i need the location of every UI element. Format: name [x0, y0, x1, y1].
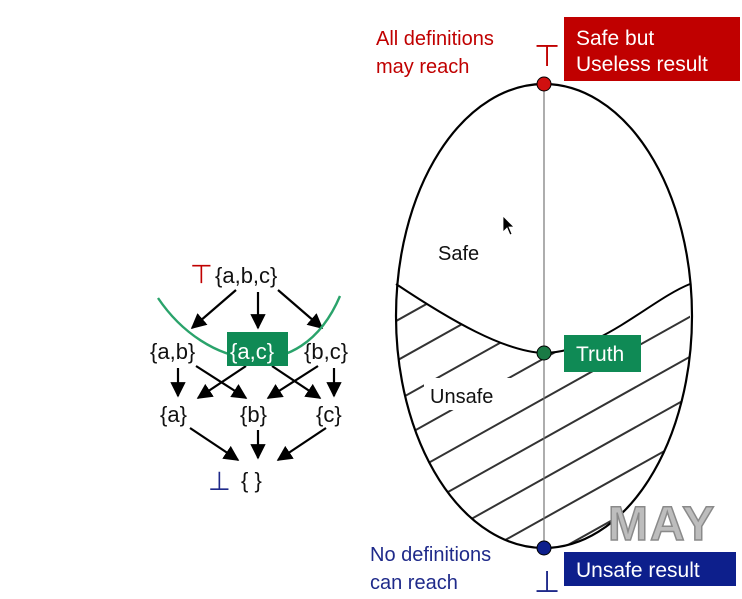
bottom-point: [536, 540, 552, 556]
top-label-line2: may reach: [376, 56, 469, 78]
truth-curve: [395, 283, 691, 355]
mouse-cursor-icon: [502, 215, 515, 236]
lattice-bottom-symbol: ⊥: [208, 466, 231, 496]
node-bc: {b,c}: [304, 339, 348, 364]
edge-c-empty: [276, 427, 327, 461]
edge-abc-ab: [190, 289, 237, 330]
egg-top-symbol: ⊤: [534, 40, 560, 73]
truth-label: Truth: [576, 343, 624, 366]
lattice-top-symbol: ⊤: [190, 259, 213, 289]
unsafe-result-box: [564, 552, 736, 586]
bottom-box-label: Unsafe result: [576, 559, 700, 582]
highlighted-node-box: [227, 332, 288, 366]
truth-box: [564, 335, 641, 372]
edge-ac-a: [196, 365, 247, 399]
unsafe-region-label: Unsafe: [430, 386, 493, 408]
lattice-edges: [170, 289, 342, 461]
node-a: {a}: [160, 402, 187, 427]
egg-diagram: All definitions may reach ⊤ Safe but Use…: [370, 17, 740, 599]
node-ac: {a,c}: [230, 339, 274, 364]
safe-useless-box: [564, 17, 740, 81]
node-c: {c}: [316, 402, 342, 427]
edge-a-empty: [189, 427, 240, 461]
bottom-label-line1: No definitions: [370, 544, 491, 566]
node-empty: { }: [241, 468, 262, 493]
top-box-line1: Safe but: [576, 27, 654, 50]
truth-point: [536, 345, 552, 361]
lattice-diagram: ⊤ {a,b,c} {a,b} {a,c} {b,c} {a} {b} {c} …: [150, 259, 348, 496]
top-box-line2: Useless result: [576, 53, 708, 76]
top-label-line1: All definitions: [376, 28, 494, 50]
bottom-label-line2: can reach: [370, 572, 458, 594]
edge-ac-c: [271, 365, 322, 399]
top-point: [536, 76, 552, 92]
may-watermark: MAY: [608, 498, 716, 551]
safe-region-label: Safe: [438, 243, 479, 265]
edge-abc-bc: [277, 289, 324, 330]
unsafe-label-bg: [424, 378, 512, 410]
node-b: {b}: [240, 402, 267, 427]
edge-bc-b: [266, 365, 319, 399]
egg-bottom-symbol: ⊥: [534, 566, 560, 599]
node-abc: {a,b,c}: [215, 263, 277, 288]
node-ab: {a,b}: [150, 339, 195, 364]
